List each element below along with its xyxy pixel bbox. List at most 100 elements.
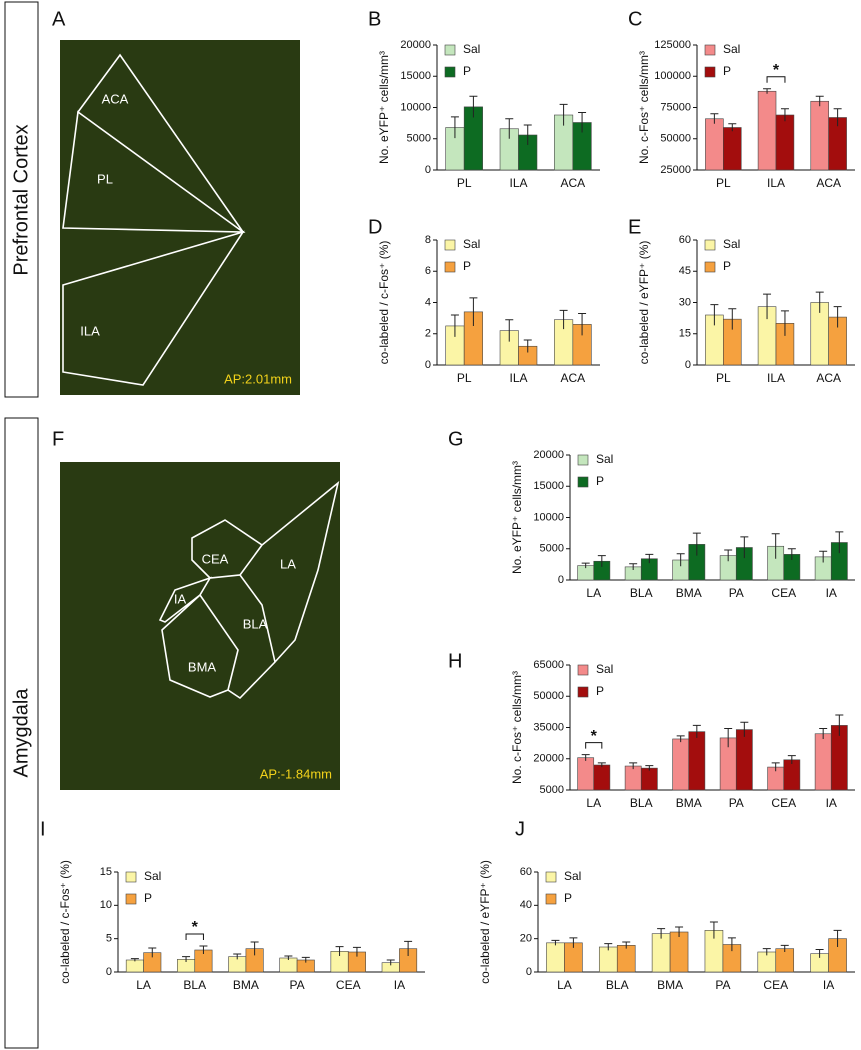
y-tick-label: 5 [106, 933, 112, 945]
error-bar [771, 762, 780, 772]
y-tick-label: 50000 [660, 133, 691, 145]
y-tick-label: 5000 [540, 784, 564, 796]
error-bar [404, 940, 413, 956]
error-bar [352, 946, 361, 957]
x-tick-label: IA [394, 978, 405, 992]
error-bar [710, 304, 719, 326]
x-tick-label: PL [716, 176, 731, 190]
error-bar [692, 532, 701, 556]
error-bar [727, 937, 736, 952]
error-bar [762, 948, 771, 956]
y-tick-label: 0 [558, 574, 564, 586]
bar [814, 733, 832, 791]
x-tick-label: CEA [336, 978, 361, 992]
x-tick-label: PA [729, 796, 744, 810]
error-bar [551, 939, 560, 946]
error-bar [622, 941, 631, 949]
x-tick-label: ACA [560, 371, 585, 385]
y-axis-title: No. c-Fos⁺ cells/mm³ [637, 51, 651, 164]
bar [651, 933, 671, 973]
legend-swatch [125, 871, 137, 883]
error-bar [645, 553, 654, 564]
bar [279, 957, 298, 973]
bar [125, 959, 144, 973]
y-tick-label: 125000 [654, 39, 691, 51]
x-tick-label: BLA [606, 978, 629, 992]
x-tick-label: ILA [767, 371, 785, 385]
y-axis-title: co-labeled / c-Fos⁺ (%) [58, 860, 72, 984]
y-tick-label: 0 [425, 359, 431, 371]
x-tick-label: BMA [676, 796, 702, 810]
y-tick-label: 15000 [533, 480, 564, 492]
error-bar [629, 762, 638, 770]
legend-label: P [596, 684, 604, 698]
error-bar [284, 955, 293, 960]
significance-label: * [591, 728, 598, 745]
y-tick-label: 65000 [533, 659, 564, 671]
error-bar [676, 735, 685, 743]
legend-swatch [577, 664, 589, 676]
error-bar [833, 929, 842, 947]
y-tick-label: 10000 [533, 511, 564, 523]
error-bar [763, 293, 772, 320]
error-bar [505, 118, 514, 139]
bar [783, 759, 801, 791]
section-label: Amygdala [10, 688, 32, 778]
region-label: IA [174, 591, 187, 606]
error-bar [740, 721, 749, 737]
legend-swatch [577, 476, 589, 488]
x-tick-label: IA [823, 978, 834, 992]
legend-label: P [596, 474, 604, 488]
x-tick-label: ACA [816, 371, 841, 385]
y-axis-title: co-labeled / c-Fos⁺ (%) [377, 241, 391, 365]
legend-swatch [577, 454, 589, 466]
legend-label: P [723, 64, 731, 78]
error-bar [233, 953, 242, 960]
error-bar [833, 108, 842, 127]
y-tick-label: 5000 [407, 133, 431, 145]
region-label: PL [97, 171, 113, 186]
error-bar [780, 944, 789, 952]
error-bar [578, 312, 587, 336]
error-bar [523, 124, 532, 145]
error-bar [692, 724, 701, 738]
x-tick-label: ILA [509, 176, 527, 190]
bar [669, 931, 689, 973]
y-tick-label: 5000 [540, 543, 564, 555]
legend-swatch [545, 871, 557, 883]
y-tick-label: 60 [679, 234, 691, 246]
section-box [4, 417, 39, 1049]
x-tick-label: ILA [767, 176, 785, 190]
legend-label: P [144, 891, 152, 905]
legend-swatch [704, 44, 716, 56]
legend-swatch [545, 893, 557, 905]
panel-letter: A [52, 8, 66, 30]
error-bar [763, 88, 772, 94]
error-bar [657, 928, 666, 939]
error-bar [469, 297, 478, 326]
x-tick-label: BMA [676, 586, 702, 600]
bar [546, 942, 565, 973]
legend-label: Sal [596, 452, 613, 466]
y-tick-label: 4 [425, 296, 431, 308]
error-bar [835, 714, 844, 736]
y-axis-title: No. eYFP⁺ cells/mm³ [510, 461, 524, 574]
bar [624, 765, 642, 791]
legend-label: Sal [723, 42, 740, 56]
x-tick-label: ILA [509, 371, 527, 385]
x-tick-label: BLA [183, 978, 206, 992]
x-tick-label: ACA [816, 176, 841, 190]
y-axis-title: No. eYFP⁺ cells/mm³ [377, 51, 391, 164]
x-tick-label: CEA [771, 796, 796, 810]
error-bar [578, 112, 587, 133]
region-label: ACA [102, 91, 129, 106]
image-annotation: AP:2.01mm [224, 371, 292, 386]
x-tick-label: BLA [630, 796, 653, 810]
x-tick-label: PA [290, 978, 305, 992]
legend-label: P [564, 891, 572, 905]
y-tick-label: 75000 [660, 101, 691, 113]
legend-swatch [704, 261, 716, 273]
legend-swatch [444, 66, 456, 78]
x-tick-label: IA [826, 586, 837, 600]
error-bar [676, 553, 685, 567]
